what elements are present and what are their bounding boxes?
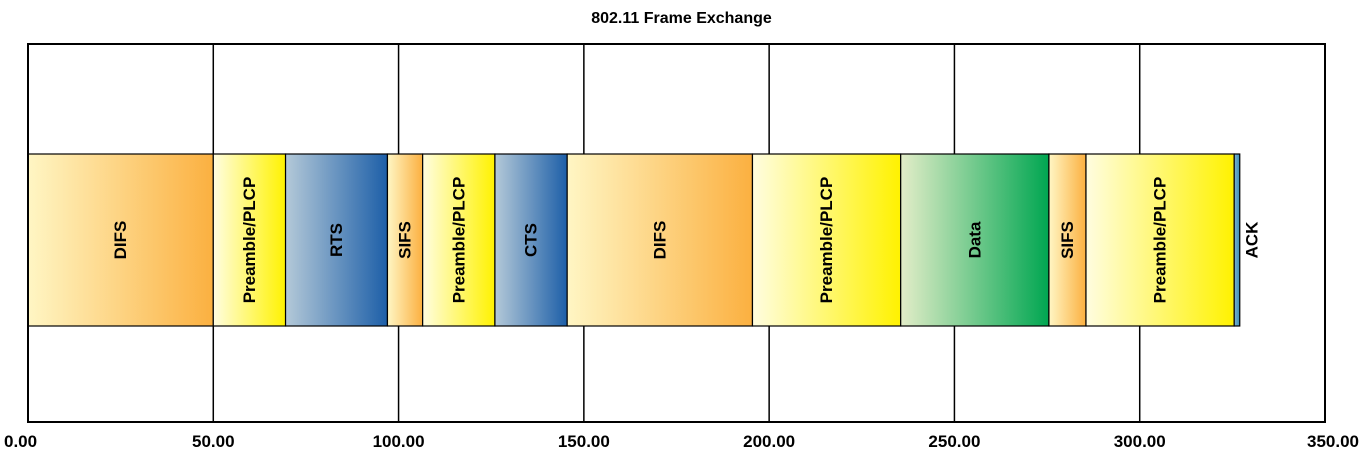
x-axis-ticks: 0.00 50.00 100.00 150.00 200.00 250.00 300.00 3… — [4, 432, 1359, 451]
segments-layer: DIFS Preamble/PLCP RTS SIFS Preamble/PLCP CTS… — [27, 153, 1261, 327]
segment-difs: DIFS — [27, 153, 214, 327]
segment-bar — [422, 153, 496, 327]
plot-frame — [27, 43, 1326, 423]
segment-difs: DIFS — [566, 153, 754, 327]
segment-label: DIFS — [650, 221, 669, 260]
segment-data: Data — [900, 153, 1050, 327]
segment-label: Preamble/PLCP — [1151, 177, 1170, 304]
segment-label: Data — [965, 221, 984, 258]
segment-bar — [212, 153, 287, 327]
segment-bar — [1233, 153, 1241, 327]
segment-label: SIFS — [396, 221, 415, 259]
segment-ack: ACK — [1233, 153, 1261, 327]
segment-label: ACK — [1242, 221, 1261, 259]
plot-border — [27, 43, 1326, 423]
segment-rts: RTS — [284, 153, 389, 327]
segment-bar — [494, 153, 568, 327]
segment-sifs: SIFS — [1048, 153, 1087, 327]
segment-bar — [284, 153, 389, 327]
chart-title: 802.11 Frame Exchange — [591, 10, 772, 27]
segment-bar — [566, 153, 754, 327]
x-tick-label: 350.00 — [1307, 432, 1359, 451]
x-tick-label: 0.00 — [4, 432, 37, 451]
segment-bar — [1048, 153, 1087, 327]
segment-preamble-plcp: Preamble/PLCP — [1085, 153, 1235, 327]
x-tick-label: 100.00 — [373, 432, 425, 451]
segment-label: RTS — [327, 223, 346, 257]
segment-sifs: SIFS — [386, 153, 424, 327]
segment-preamble-plcp: Preamble/PLCP — [212, 153, 287, 327]
segment-bar — [1085, 153, 1235, 327]
segment-label: Preamble/PLCP — [240, 177, 259, 304]
x-tick-label: 150.00 — [558, 432, 610, 451]
segment-preamble-plcp: Preamble/PLCP — [751, 153, 902, 327]
segment-bar — [900, 153, 1050, 327]
x-tick-label: 250.00 — [928, 432, 980, 451]
segment-preamble-plcp: Preamble/PLCP — [422, 153, 496, 327]
segment-label: CTS — [522, 223, 541, 257]
segment-label: DIFS — [111, 221, 130, 260]
segment-cts: CTS — [494, 153, 568, 327]
segment-label: Preamble/PLCP — [817, 177, 836, 304]
x-tick-label: 300.00 — [1114, 432, 1166, 451]
segment-bar — [751, 153, 902, 327]
segment-label: SIFS — [1058, 221, 1077, 259]
segment-label: Preamble/PLCP — [449, 177, 468, 304]
segment-bar — [386, 153, 424, 327]
x-tick-label: 200.00 — [743, 432, 795, 451]
x-tick-label: 50.00 — [192, 432, 235, 451]
